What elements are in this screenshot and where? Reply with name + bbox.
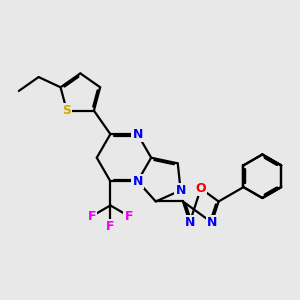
Text: S: S xyxy=(62,104,71,117)
Text: F: F xyxy=(124,209,133,223)
Text: N: N xyxy=(176,184,186,197)
Text: N: N xyxy=(184,216,195,229)
Text: N: N xyxy=(132,128,143,141)
Text: F: F xyxy=(88,209,96,223)
Text: N: N xyxy=(132,175,143,188)
Text: N: N xyxy=(207,216,217,229)
Text: F: F xyxy=(106,220,115,233)
Text: O: O xyxy=(196,182,206,195)
